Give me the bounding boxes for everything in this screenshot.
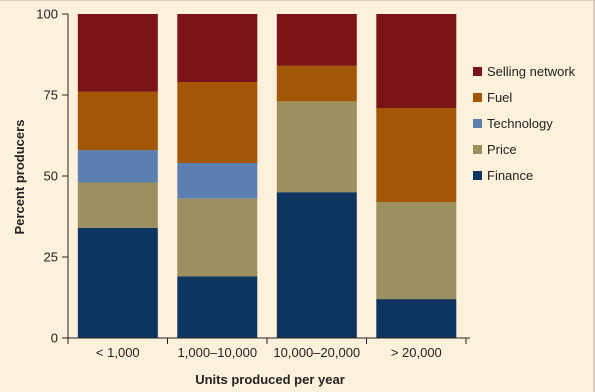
bar-segment-price	[376, 201, 457, 300]
legend: Selling network Fuel Technology Price Financ…	[473, 64, 576, 183]
y-axis-title: Percent producers	[12, 120, 27, 235]
bar-segment-selling-network	[376, 14, 457, 108]
bar-segment-price	[276, 101, 357, 193]
y-tick-label: 75	[44, 88, 58, 103]
bars-group	[77, 14, 457, 338]
legend-label-fuel: Fuel	[487, 90, 512, 105]
bar-segment-fuel	[376, 108, 457, 202]
legend-swatch-price	[473, 145, 482, 154]
axes-group: < 1,000 1,000–10,000 10,000–20,000 > 20,000…	[36, 7, 470, 360]
bar-segment-selling-network	[276, 14, 357, 66]
legend-label-price: Price	[487, 142, 517, 157]
bar-segment-selling-network	[177, 14, 258, 82]
x-tick-label: 10,000–20,000	[273, 345, 360, 360]
x-tick-label: < 1,000	[96, 345, 140, 360]
legend-label-selling-network: Selling network	[487, 64, 576, 79]
legend-label-finance: Finance	[487, 168, 533, 183]
legend-label-technology: Technology	[487, 116, 553, 131]
x-axis-title: Units produced per year	[195, 372, 345, 387]
bar-segment-finance	[177, 276, 258, 338]
bar-segment-price	[77, 182, 158, 228]
bar-segment-finance	[77, 227, 158, 338]
bar-segment-price	[177, 198, 258, 277]
x-tick-label: > 20,000	[391, 345, 442, 360]
bar-segment-finance	[276, 192, 357, 338]
legend-swatch-fuel	[473, 93, 482, 102]
y-tick-label: 50	[44, 169, 58, 184]
y-tick-label: 0	[51, 331, 58, 346]
bar-segment-fuel	[177, 82, 258, 163]
bar-segment-technology	[177, 163, 258, 199]
legend-swatch-finance	[473, 171, 482, 180]
bar-segment-selling-network	[77, 14, 158, 92]
bar-segment-fuel	[276, 65, 357, 102]
legend-swatch-selling-network	[473, 67, 482, 76]
bar-segment-technology	[77, 150, 158, 183]
legend-swatch-technology	[473, 119, 482, 128]
y-tick-label: 100	[36, 7, 58, 22]
bar-segment-fuel	[77, 91, 158, 151]
x-tick-label: 1,000–10,000	[178, 345, 258, 360]
y-tick-label: 25	[44, 250, 58, 265]
bar-segment-finance	[376, 299, 457, 338]
